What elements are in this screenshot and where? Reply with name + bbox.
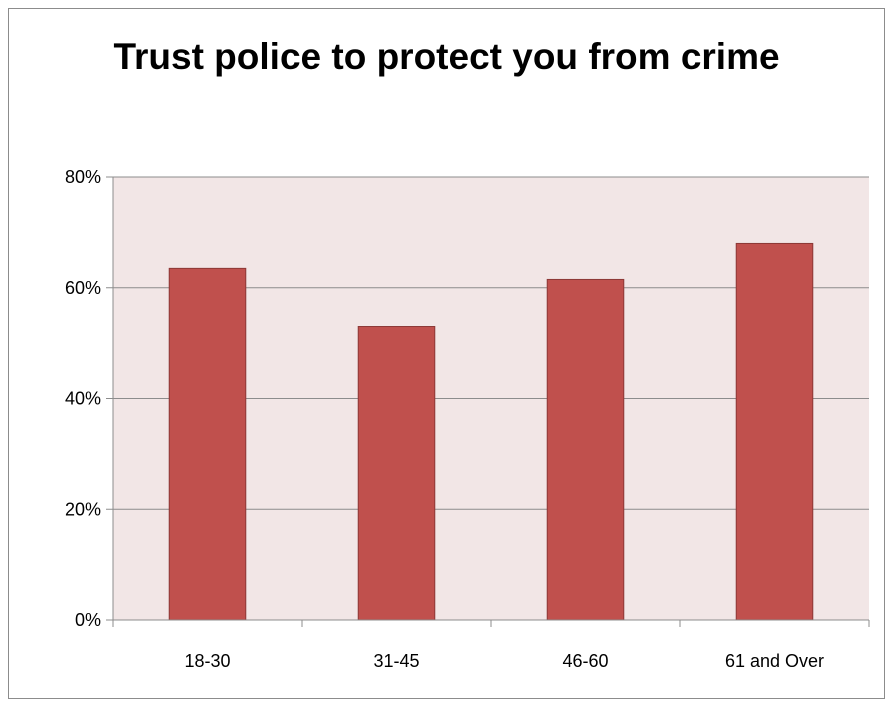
- y-tick-label: 60%: [65, 278, 101, 298]
- y-tick-label: 80%: [65, 167, 101, 187]
- x-tick-label: 31-45: [373, 651, 419, 671]
- y-tick-label: 20%: [65, 499, 101, 519]
- x-tick-label: 46-60: [562, 651, 608, 671]
- bar: [735, 242, 814, 621]
- axes: [106, 176, 870, 627]
- y-tick-label: 0%: [75, 610, 101, 630]
- chart-title: Trust police to protect you from crime: [113, 36, 780, 77]
- bar: [168, 267, 247, 621]
- bar: [546, 278, 625, 621]
- x-tick-label: 18-30: [184, 651, 230, 671]
- y-axis-labels: 0% 20% 40% 60% 80%: [65, 167, 101, 630]
- y-tick-label: 40%: [65, 389, 101, 409]
- x-tick-label: 61 and Over: [725, 651, 824, 671]
- x-axis-labels: 18-30 31-45 46-60 61 and Over: [184, 651, 824, 671]
- bar: [357, 326, 436, 621]
